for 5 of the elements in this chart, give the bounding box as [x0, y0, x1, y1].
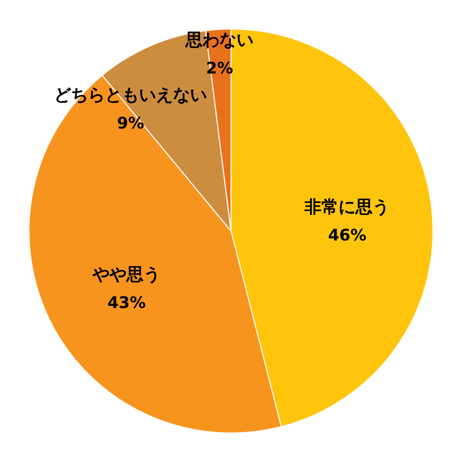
slice-label: 非常に思う — [304, 197, 390, 218]
data-label: 46% — [328, 225, 366, 244]
data-label: 9% — [117, 113, 144, 132]
slice-label: やや思う — [92, 265, 161, 286]
data-label: 43% — [107, 293, 146, 312]
